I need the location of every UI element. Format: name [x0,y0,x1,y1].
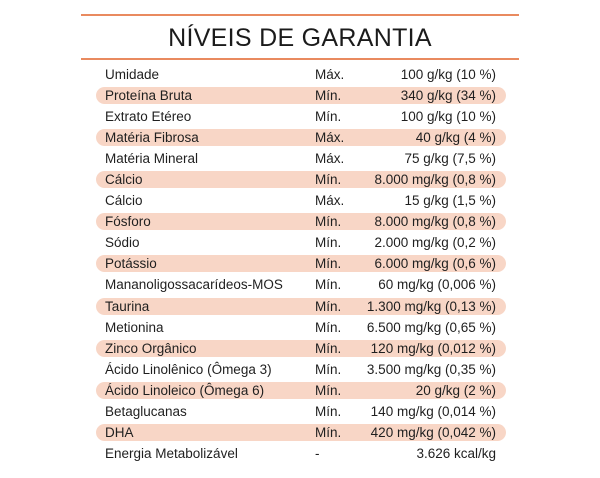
limit-type: Mín. [315,319,342,335]
limit-type: Máx. [315,67,345,82]
limit-type: Máx. [315,151,345,167]
nutrient-name: Extrato Etéreo [105,109,192,125]
limit-type: Máx. [315,130,345,146]
table-row: Betaglucanas Mín. 140 mg/kg (0,014 %) [96,401,506,422]
table-row: Cálcio Mín. 8.000 mg/kg (0,8 %) [96,169,506,190]
nutrient-name: Ácido Linoleico (Ômega 6) [105,382,265,398]
nutrient-name: Matéria Mineral [105,151,199,167]
nutrient-value: 20 g/kg (2 %) [415,382,496,398]
nutrient-value: 3.500 mg/kg (0,35 %) [366,361,496,377]
nutrient-name: Fósforo [105,214,151,230]
nutrient-value: 75 g/kg (7,5 %) [404,151,496,167]
table-row: Ácido Linolênico (Ômega 3) Mín. 3.500 mg… [96,359,506,380]
nutrient-name: Sódio [105,235,140,251]
nutrient-name: Matéria Fibrosa [105,130,199,146]
limit-type: Mín. [315,298,342,314]
table-row: Potássio Mín. 6.000 mg/kg (0,6 %) [96,253,506,274]
table-row: Energia Metabolizável - 3.626 kcal/kg [96,443,506,464]
limit-type: Mín. [315,235,342,251]
table-row: Extrato Etéreo Mín. 100 g/kg (10 %) [96,106,506,127]
nutrient-value: 8.000 mg/kg (0,8 %) [374,172,496,188]
nutrient-name: Ácido Linolênico (Ômega 3) [105,361,272,377]
table-row: Matéria Fibrosa Máx. 40 g/kg (4 %) [96,127,506,148]
top-divider [81,14,519,16]
limit-type: Mín. [315,109,342,125]
table-row: Sódio Mín. 2.000 mg/kg (0,2 %) [96,232,506,253]
table-row: DHA Mín. 420 mg/kg (0,042 %) [96,422,506,443]
nutrient-value: 2.000 mg/kg (0,2 %) [374,235,496,251]
nutrient-name: Energia Metabolizável [105,445,238,461]
nutrient-value: 120 mg/kg (0,012 %) [370,340,496,356]
limit-type: Mín. [315,382,342,398]
table-row: Zinco Orgânico Mín. 120 mg/kg (0,012 %) [96,338,506,359]
nutrient-value: 420 mg/kg (0,042 %) [370,424,496,440]
nutrient-name: Betaglucanas [105,403,187,419]
nutrient-value: 340 g/kg (34 %) [400,88,496,104]
nutrient-value: 8.000 mg/kg (0,8 %) [374,214,496,230]
table-row: Metionina Mín. 6.500 mg/kg (0,65 %) [96,317,506,338]
table-row: Cálcio Máx. 15 g/kg (1,5 %) [96,190,506,211]
nutrient-name: DHA [105,424,134,440]
limit-type: - [315,445,320,461]
table-row: Mananoligossacarídeos-MOS Mín. 60 mg/kg … [96,274,506,295]
limit-type: Máx. [315,193,345,209]
nutrient-value: 6.000 mg/kg (0,6 %) [374,256,496,272]
nutrient-name: Cálcio [105,172,143,188]
limit-type: Mín. [315,403,342,419]
nutrient-name: Taurina [105,298,150,314]
nutrient-value: 1.300 mg/kg (0,13 %) [366,298,496,314]
nutrient-name: Umidade [105,67,160,82]
nutrient-value: 140 mg/kg (0,014 %) [370,403,496,419]
limit-type: Mín. [315,340,342,356]
limit-type: Mín. [315,172,342,188]
limit-type: Mín. [315,361,342,377]
limit-type: Mín. [315,424,342,440]
nutrient-value: 3.626 kcal/kg [416,445,496,461]
page-title: NÍVEIS DE GARANTIA [168,24,432,52]
nutrient-value: 15 g/kg (1,5 %) [404,193,496,209]
table-row: Ácido Linoleico (Ômega 6) Mín. 20 g/kg (… [96,380,506,401]
limit-type: Mín. [315,256,342,272]
nutrient-value: 40 g/kg (4 %) [415,130,496,146]
table-row: Umidade Máx. 100 g/kg (10 %) [96,64,506,85]
table-row: Proteína Bruta Mín. 340 g/kg (34 %) [96,85,506,106]
nutrient-name: Potássio [105,256,157,272]
table-row: Matéria Mineral Máx. 75 g/kg (7,5 %) [96,148,506,169]
limit-type: Mín. [315,277,342,293]
limit-type: Mín. [315,88,342,104]
nutrient-name: Zinco Orgânico [105,340,197,356]
nutrient-name: Mananoligossacarídeos-MOS [105,277,283,293]
table-row: Fósforo Mín. 8.000 mg/kg (0,8 %) [96,211,506,232]
guarantee-table: Umidade Máx. 100 g/kg (10 %) Proteína Br… [96,64,506,464]
nutrient-value: 100 g/kg (10 %) [400,67,496,82]
limit-type: Mín. [315,214,342,230]
table-row: Taurina Mín. 1.300 mg/kg (0,13 %) [96,296,506,317]
nutrient-value: 60 mg/kg (0,006 %) [378,277,496,293]
nutrient-name: Cálcio [105,193,143,209]
nutrient-name: Proteína Bruta [105,88,193,104]
nutrient-name: Metionina [105,319,164,335]
nutrient-value: 6.500 mg/kg (0,65 %) [366,319,496,335]
nutrient-value: 100 g/kg (10 %) [400,109,496,125]
title-divider [81,58,519,60]
